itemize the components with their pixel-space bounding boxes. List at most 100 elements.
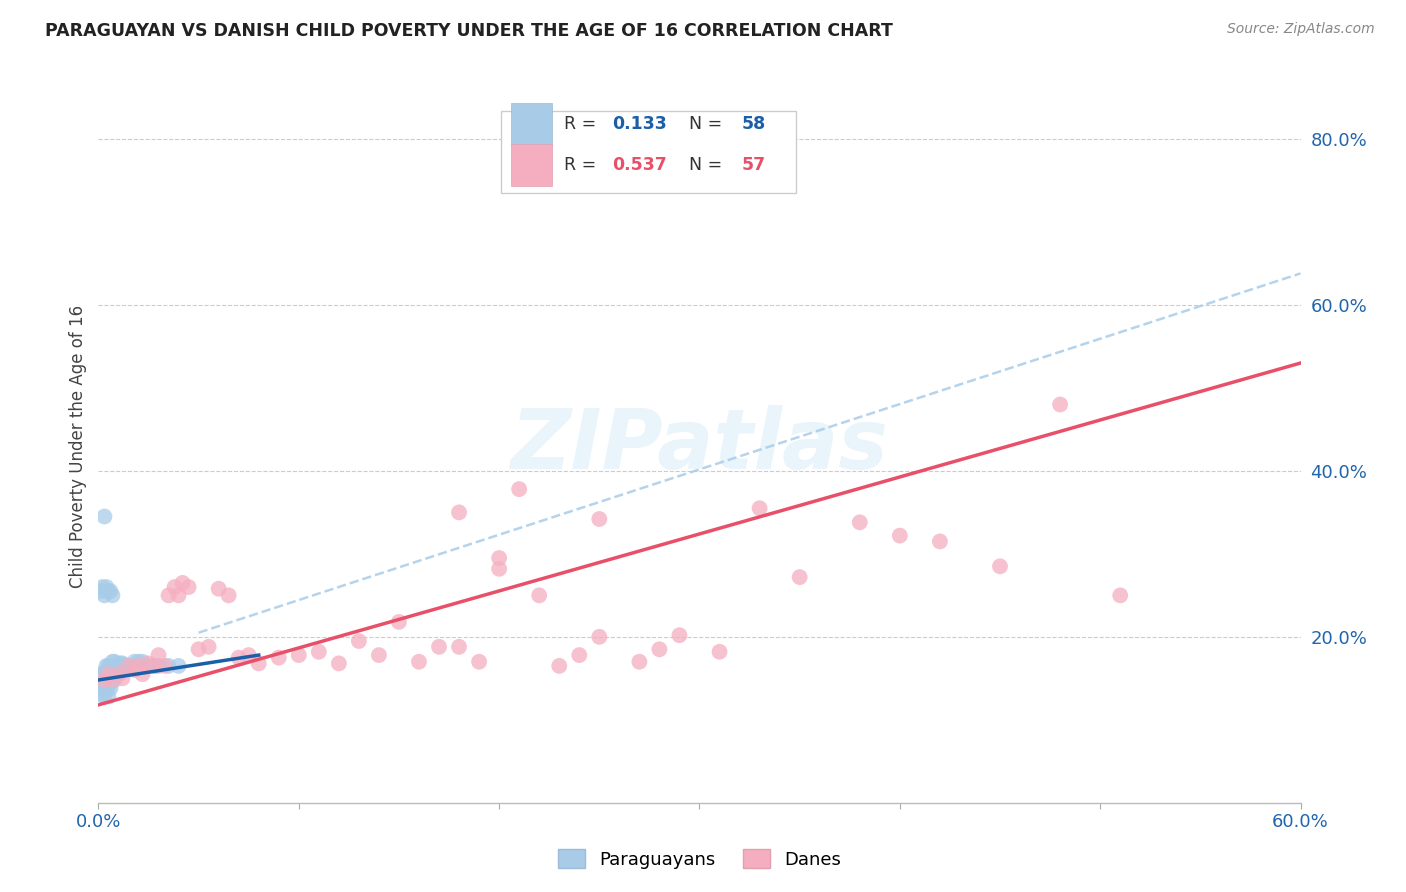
Point bbox=[247, 657, 270, 671]
Point bbox=[93, 671, 115, 685]
Point bbox=[128, 659, 150, 673]
Point bbox=[96, 673, 118, 687]
FancyBboxPatch shape bbox=[510, 103, 551, 145]
Point bbox=[89, 667, 111, 681]
FancyBboxPatch shape bbox=[510, 145, 551, 186]
Point bbox=[177, 580, 200, 594]
Point bbox=[96, 580, 118, 594]
Point bbox=[103, 663, 125, 677]
Point bbox=[89, 681, 111, 696]
Point bbox=[148, 659, 170, 673]
Point bbox=[103, 673, 125, 687]
Point bbox=[111, 671, 134, 685]
Point bbox=[101, 673, 124, 687]
Point bbox=[187, 642, 209, 657]
Point bbox=[97, 667, 120, 681]
Point bbox=[93, 673, 115, 687]
Text: 57: 57 bbox=[741, 156, 766, 174]
Y-axis label: Child Poverty Under the Age of 16: Child Poverty Under the Age of 16 bbox=[69, 304, 87, 588]
Point bbox=[1109, 588, 1132, 602]
Point bbox=[208, 582, 231, 596]
Text: 0.133: 0.133 bbox=[612, 115, 666, 133]
Point bbox=[218, 588, 240, 602]
Point bbox=[101, 655, 124, 669]
Point bbox=[103, 655, 125, 669]
Text: PARAGUAYAN VS DANISH CHILD POVERTY UNDER THE AGE OF 16 CORRELATION CHART: PARAGUAYAN VS DANISH CHILD POVERTY UNDER… bbox=[45, 22, 893, 40]
FancyBboxPatch shape bbox=[501, 111, 796, 193]
Point bbox=[568, 648, 591, 662]
Point bbox=[148, 648, 170, 662]
Point bbox=[238, 648, 260, 662]
Point bbox=[91, 678, 114, 692]
Point bbox=[988, 559, 1011, 574]
Point bbox=[111, 657, 134, 671]
Point bbox=[93, 683, 115, 698]
Point bbox=[628, 655, 651, 669]
Point bbox=[167, 659, 190, 673]
Point bbox=[588, 630, 610, 644]
Legend: Paraguayans, Danes: Paraguayans, Danes bbox=[551, 842, 848, 876]
Text: R =: R = bbox=[564, 156, 602, 174]
Point bbox=[328, 657, 350, 671]
Point bbox=[668, 628, 690, 642]
Point bbox=[110, 665, 132, 679]
Point bbox=[117, 659, 139, 673]
Text: R =: R = bbox=[564, 115, 602, 133]
Point bbox=[93, 509, 115, 524]
Point bbox=[138, 657, 160, 671]
Point bbox=[748, 501, 770, 516]
Point bbox=[100, 659, 122, 673]
Point bbox=[228, 650, 250, 665]
Point bbox=[124, 663, 146, 677]
Point bbox=[107, 659, 129, 673]
Point bbox=[91, 580, 114, 594]
Point bbox=[508, 482, 530, 496]
Text: 0.537: 0.537 bbox=[612, 156, 666, 174]
Point bbox=[97, 680, 120, 694]
Point bbox=[107, 667, 129, 681]
Text: Source: ZipAtlas.com: Source: ZipAtlas.com bbox=[1227, 22, 1375, 37]
Point bbox=[288, 648, 311, 662]
Point bbox=[93, 690, 115, 704]
Point bbox=[347, 634, 370, 648]
Point bbox=[648, 642, 671, 657]
Point bbox=[91, 688, 114, 702]
Point bbox=[97, 673, 120, 687]
Point bbox=[93, 675, 115, 690]
Point bbox=[96, 665, 118, 679]
Point bbox=[96, 681, 118, 696]
Point bbox=[97, 659, 120, 673]
Point bbox=[267, 650, 290, 665]
Point bbox=[110, 657, 132, 671]
Point bbox=[124, 655, 146, 669]
Point bbox=[89, 673, 111, 687]
Point bbox=[107, 667, 129, 681]
Point bbox=[163, 580, 186, 594]
Point bbox=[138, 659, 160, 673]
Text: N =: N = bbox=[678, 156, 727, 174]
Point bbox=[131, 667, 153, 681]
Point bbox=[143, 659, 166, 673]
Point bbox=[117, 659, 139, 673]
Point bbox=[447, 505, 470, 519]
Point bbox=[101, 663, 124, 677]
Point bbox=[101, 673, 124, 687]
Text: ZIPatlas: ZIPatlas bbox=[510, 406, 889, 486]
Point bbox=[100, 665, 122, 679]
Point bbox=[97, 690, 120, 704]
Point bbox=[588, 512, 610, 526]
Text: N =: N = bbox=[678, 115, 727, 133]
Point bbox=[529, 588, 551, 602]
Point bbox=[100, 584, 122, 599]
Point bbox=[408, 655, 430, 669]
Point bbox=[889, 528, 911, 542]
Point bbox=[789, 570, 811, 584]
Point bbox=[105, 659, 128, 673]
Text: 58: 58 bbox=[741, 115, 766, 133]
Point bbox=[427, 640, 450, 654]
Point bbox=[100, 673, 122, 687]
Point bbox=[709, 645, 731, 659]
Point bbox=[91, 673, 114, 687]
Point bbox=[100, 681, 122, 696]
Point bbox=[120, 659, 142, 673]
